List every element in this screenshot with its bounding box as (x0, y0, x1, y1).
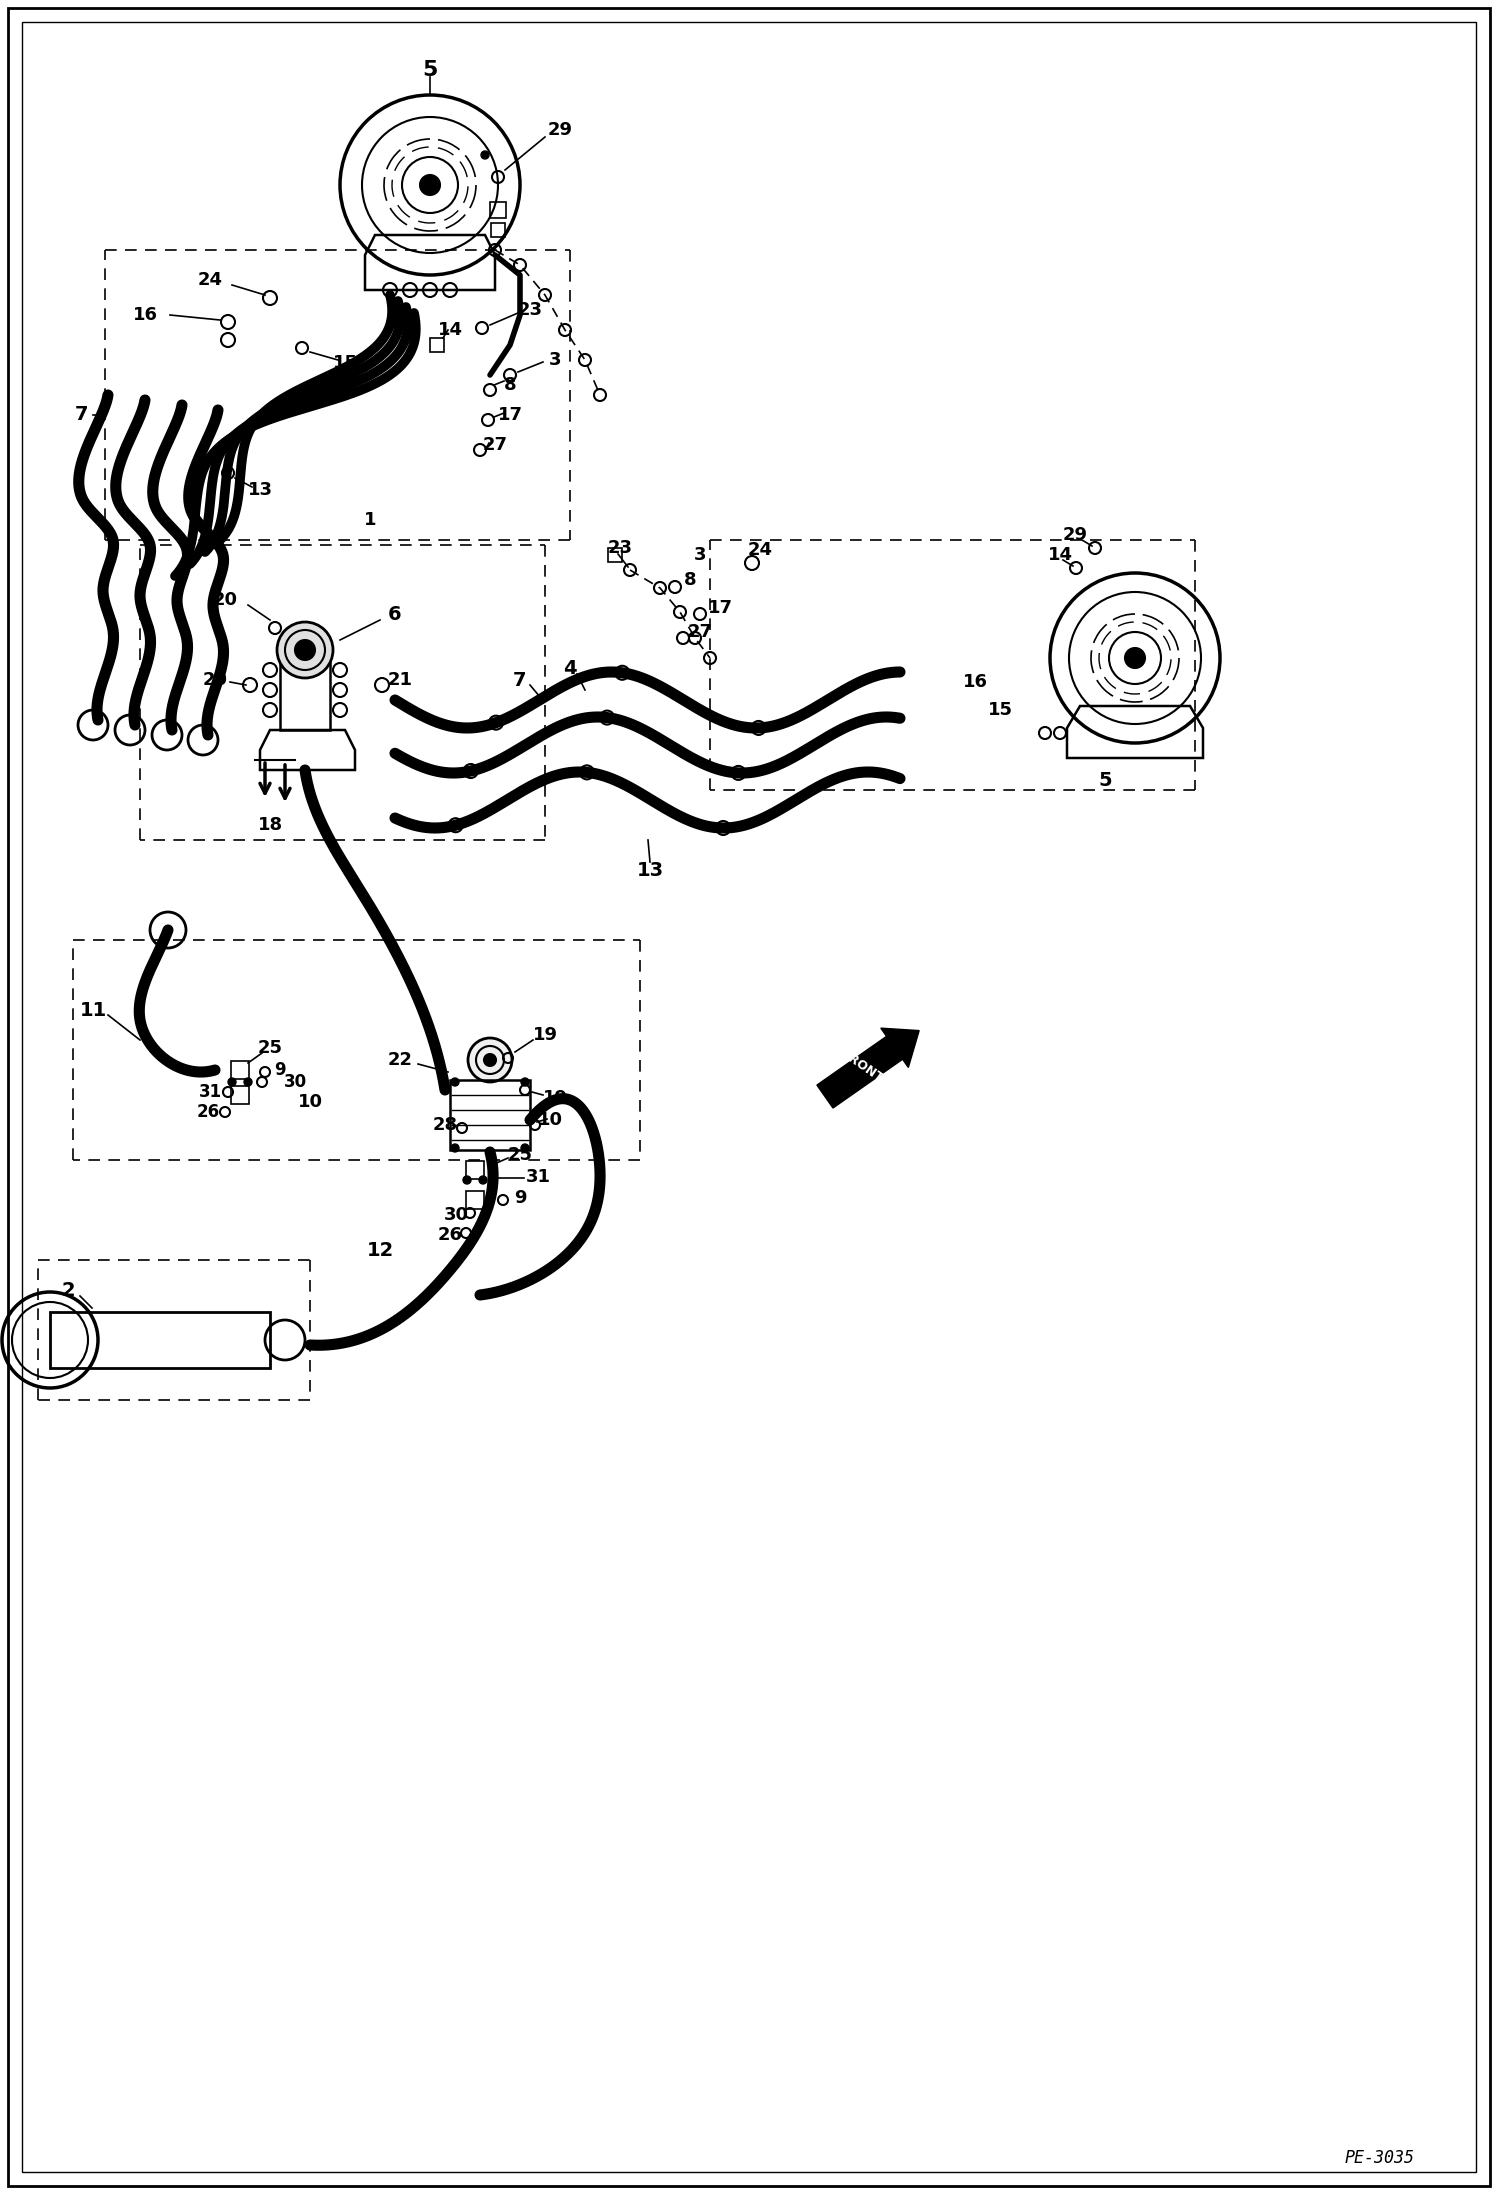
Circle shape (451, 1077, 458, 1086)
Circle shape (419, 176, 440, 195)
Text: 31: 31 (526, 1167, 550, 1187)
Bar (490, 202, 506, 217)
Bar (449, 1079, 530, 1150)
Circle shape (277, 623, 333, 678)
Text: 27: 27 (688, 623, 713, 641)
Circle shape (451, 1143, 458, 1152)
Text: 23: 23 (608, 540, 632, 557)
Text: 6: 6 (388, 606, 401, 625)
Text: 21: 21 (388, 671, 412, 689)
Text: 25: 25 (508, 1145, 532, 1165)
Text: 2: 2 (61, 1281, 75, 1299)
Circle shape (521, 1143, 529, 1152)
Text: 22: 22 (388, 1051, 412, 1068)
Text: 26: 26 (196, 1104, 220, 1121)
Text: 20: 20 (213, 590, 238, 610)
Circle shape (521, 1077, 529, 1086)
Text: 27: 27 (482, 437, 508, 454)
Text: 30: 30 (283, 1073, 307, 1090)
Text: 17: 17 (707, 599, 733, 617)
Bar (49, 1312, 270, 1369)
Text: 28: 28 (433, 1117, 457, 1134)
Text: 13: 13 (637, 860, 664, 880)
Polygon shape (816, 1029, 920, 1108)
Text: 3: 3 (694, 546, 706, 564)
Circle shape (481, 151, 488, 158)
Text: 29: 29 (1062, 527, 1088, 544)
Text: 8: 8 (503, 375, 517, 395)
Text: FRONT: FRONT (839, 1049, 885, 1086)
Text: 11: 11 (79, 1000, 106, 1020)
Text: 16: 16 (963, 674, 987, 691)
Bar (280, 649, 330, 731)
Text: 8: 8 (683, 570, 697, 588)
Bar (231, 1086, 249, 1104)
Text: 9: 9 (514, 1189, 526, 1207)
Bar (231, 1062, 249, 1079)
Text: PE-3035: PE-3035 (1345, 2148, 1416, 2168)
Text: 14: 14 (437, 320, 463, 340)
Circle shape (484, 1053, 496, 1066)
Text: 31: 31 (198, 1084, 222, 1101)
Text: 16: 16 (132, 305, 157, 325)
Text: 5: 5 (422, 59, 437, 79)
Text: 10: 10 (538, 1110, 563, 1130)
Bar (466, 1161, 484, 1178)
Text: 25: 25 (258, 1040, 283, 1058)
Text: 15: 15 (333, 353, 358, 373)
Circle shape (467, 1038, 512, 1082)
Text: 30: 30 (443, 1207, 469, 1224)
Text: 14: 14 (1047, 546, 1073, 564)
Text: 20: 20 (202, 671, 228, 689)
Text: 23: 23 (517, 301, 542, 318)
Text: 12: 12 (367, 1240, 394, 1259)
Text: 17: 17 (497, 406, 523, 423)
Circle shape (1125, 647, 1144, 667)
Bar (466, 1191, 484, 1209)
Circle shape (479, 1176, 487, 1185)
Bar (491, 224, 505, 237)
Text: 5: 5 (1098, 770, 1112, 790)
Text: 4: 4 (563, 658, 577, 678)
Text: 10: 10 (298, 1093, 322, 1110)
Text: 7: 7 (75, 406, 88, 423)
Bar (430, 338, 443, 351)
Text: 19: 19 (532, 1027, 557, 1044)
Circle shape (244, 1077, 252, 1086)
Text: 7: 7 (514, 671, 527, 689)
Text: 19: 19 (542, 1088, 568, 1108)
Text: 13: 13 (247, 480, 273, 498)
Text: 18: 18 (258, 816, 283, 834)
Circle shape (295, 641, 315, 660)
Text: 29: 29 (547, 121, 572, 138)
Text: 9: 9 (274, 1062, 286, 1079)
Text: 3: 3 (548, 351, 562, 369)
Circle shape (228, 1077, 237, 1086)
Text: 24: 24 (198, 272, 223, 290)
Circle shape (463, 1176, 470, 1185)
Text: 26: 26 (437, 1226, 463, 1244)
Text: 15: 15 (987, 702, 1013, 720)
Bar (608, 548, 622, 562)
Text: 1: 1 (364, 511, 376, 529)
Text: 24: 24 (748, 542, 773, 559)
